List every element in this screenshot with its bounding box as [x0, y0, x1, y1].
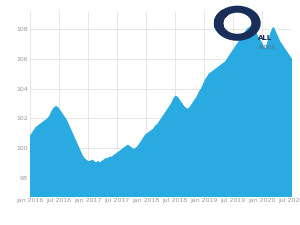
- Text: ALL: ALL: [258, 35, 272, 41]
- Text: INDEX: INDEX: [258, 45, 275, 50]
- Polygon shape: [214, 6, 261, 41]
